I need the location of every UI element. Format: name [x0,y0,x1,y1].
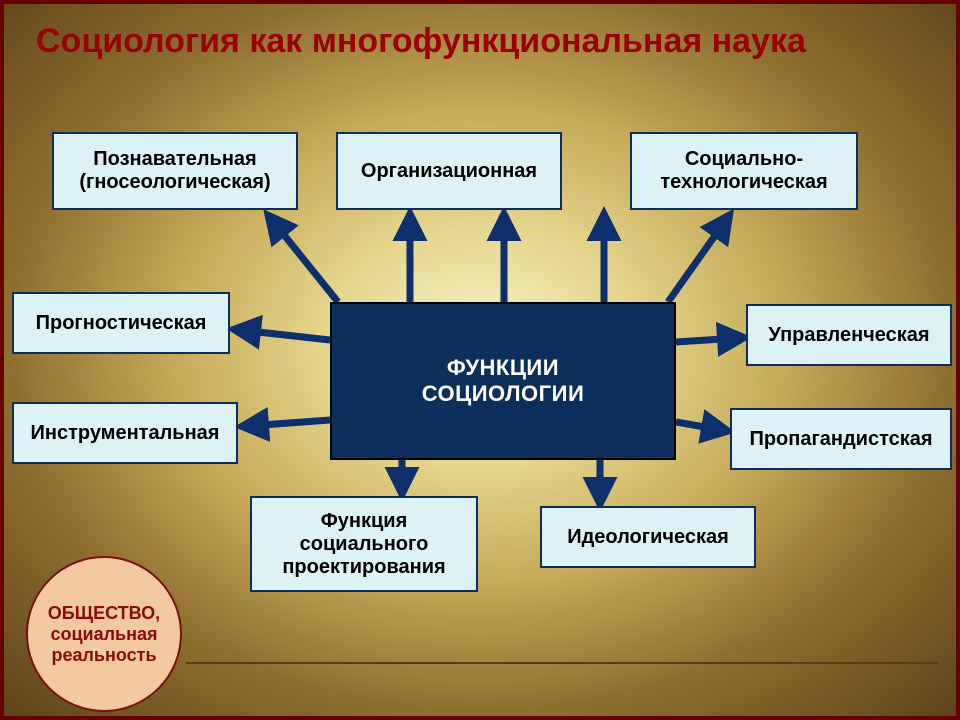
society-circle: ОБЩЕСТВО,социальнаяреальность [26,556,182,712]
arrow [240,330,330,340]
function-box-instrumental: Инструментальная [12,402,238,464]
function-box-sociotech: Социально-технологическая [630,132,858,210]
function-box-socdesign: Функциясоциальногопроектирования [250,496,478,592]
center-node: ФУНКЦИИСОЦИОЛОГИИ [330,302,676,460]
society-circle-label: ОБЩЕСТВО,социальнаяреальность [48,603,160,666]
slide-title: Социология как многофункциональная наука [36,22,936,61]
horizontal-rule [186,662,938,664]
arrow [272,220,338,302]
function-box-label: Прогностическая [36,312,207,335]
arrow [676,338,738,342]
arrow [676,422,722,430]
function-box-managerial: Управленческая [746,304,952,366]
function-box-label: Управленческая [768,324,929,347]
function-box-label: Социально-технологическая [660,148,827,194]
function-box-label: Организационная [361,160,537,183]
function-box-ideological: Идеологическая [540,506,756,568]
function-box-cognitive: Познавательная(гносеологическая) [52,132,298,210]
function-box-organizational: Организационная [336,132,562,210]
function-box-propaganda: Пропагандистская [730,408,952,470]
function-box-label: Идеологическая [567,526,729,549]
slide: Социология как многофункциональная наука… [0,0,960,720]
function-box-prognostic: Прогностическая [12,292,230,354]
arrow [668,220,726,302]
function-box-label: Инструментальная [31,422,220,445]
arrow [248,420,330,426]
center-node-label: ФУНКЦИИСОЦИОЛОГИИ [422,355,585,407]
function-box-label: Познавательная(гносеологическая) [79,148,270,194]
function-box-label: Пропагандистская [749,428,932,451]
function-box-label: Функциясоциальногопроектирования [282,510,445,579]
